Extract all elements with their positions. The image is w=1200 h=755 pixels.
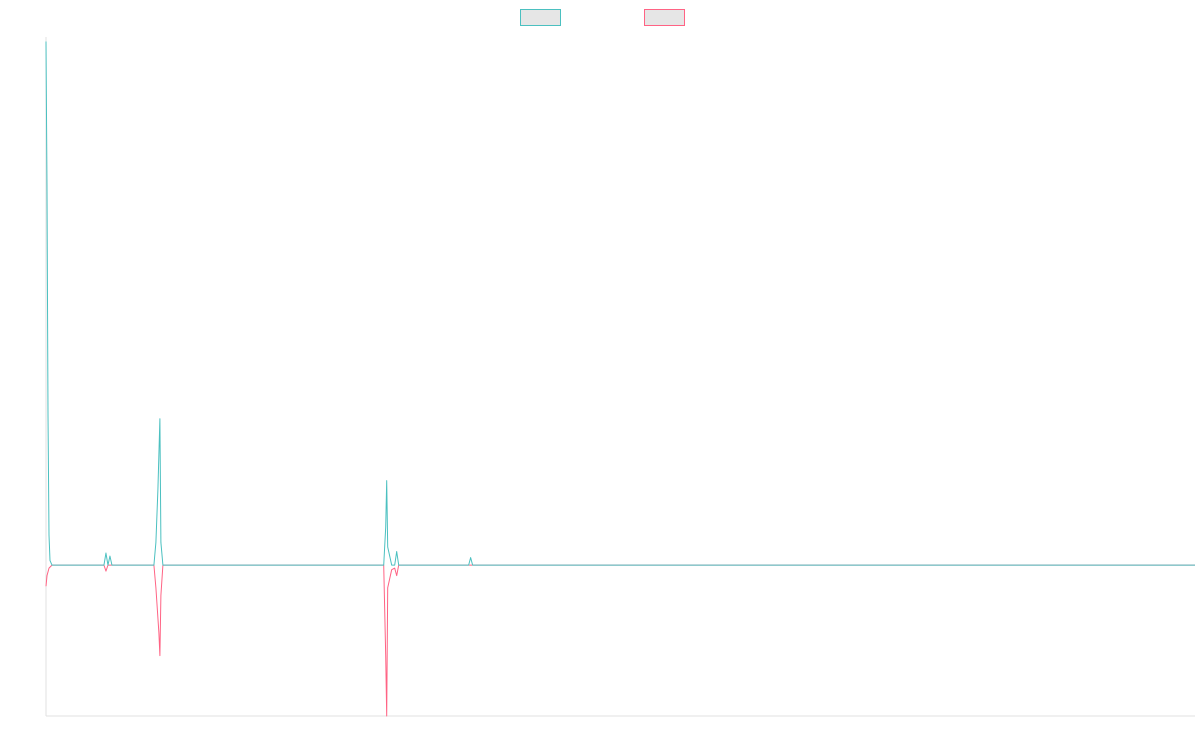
series-layer (45, 41, 1195, 717)
legend-item-2 (644, 9, 685, 26)
axes (45, 37, 1195, 717)
legend-swatch-1 (520, 9, 561, 26)
legend-item-1 (520, 9, 561, 26)
legend (520, 9, 685, 26)
series-line-2 (45, 564, 1195, 717)
legend-swatch-2 (644, 9, 685, 26)
series-line-1 (45, 41, 1195, 566)
